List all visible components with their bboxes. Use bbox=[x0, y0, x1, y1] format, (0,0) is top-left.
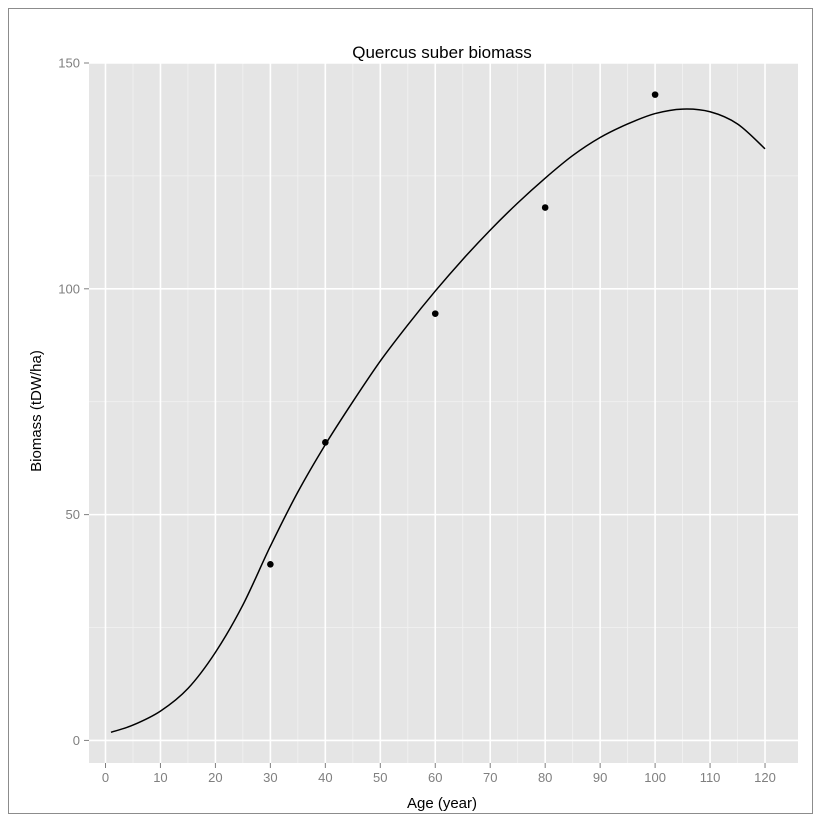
fit-curve-layer bbox=[110, 108, 766, 734]
y-tick-label: 100 bbox=[58, 281, 80, 296]
x-tick-label: 0 bbox=[102, 770, 109, 785]
x-tick-label: 80 bbox=[538, 770, 552, 785]
fit-curve bbox=[110, 108, 766, 734]
plot-panel bbox=[89, 63, 798, 763]
x-axis-title: Age (year) bbox=[407, 795, 477, 812]
y-tick-label: 150 bbox=[58, 56, 80, 71]
x-tick-label: 70 bbox=[483, 770, 497, 785]
data-point bbox=[431, 310, 439, 317]
x-tick-label: 110 bbox=[700, 770, 721, 785]
grid-lines bbox=[89, 62, 798, 763]
x-tick-label: 30 bbox=[263, 770, 277, 785]
y-tick-label: 50 bbox=[66, 507, 80, 522]
y-axis-title: Biomass (tDW/ha) bbox=[28, 350, 45, 472]
data-points-layer bbox=[267, 91, 659, 568]
axis-ticks bbox=[84, 62, 766, 768]
data-point bbox=[267, 560, 274, 568]
x-tick-label: 120 bbox=[754, 770, 776, 785]
x-tick-label: 60 bbox=[428, 770, 442, 785]
x-tick-label: 40 bbox=[318, 770, 332, 785]
y-tick-label: 0 bbox=[73, 733, 80, 748]
data-point bbox=[322, 439, 329, 446]
data-point bbox=[541, 204, 549, 211]
tick-labels: 0 10 20 30 40 50 60 70 80 90 100 110 120 0 50 100 150 bbox=[58, 56, 776, 786]
x-tick-label: 100 bbox=[644, 770, 666, 785]
x-tick-label: 10 bbox=[153, 770, 167, 785]
x-tick-label: 90 bbox=[593, 770, 607, 785]
x-tick-label: 50 bbox=[373, 770, 387, 785]
data-point bbox=[651, 91, 659, 98]
chart-title: Quercus suber biomass bbox=[352, 43, 532, 62]
x-tick-label: 20 bbox=[208, 770, 222, 785]
